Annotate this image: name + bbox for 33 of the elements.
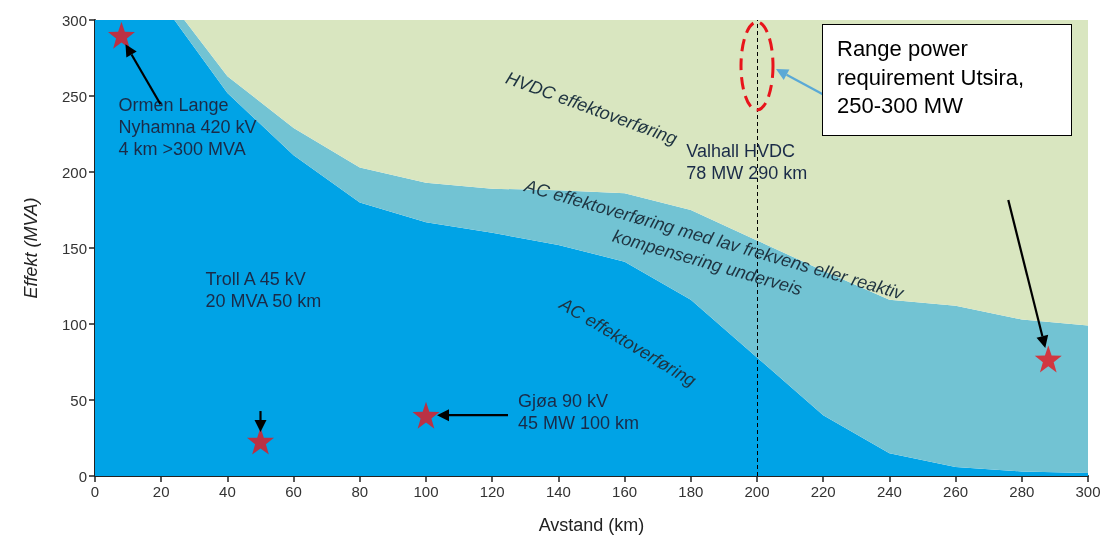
y-axis-title: Effekt (MVA) [21,197,41,299]
point [1034,345,1062,373]
annotation: Troll A 45 kV 20 MVA 50 km [205,269,322,312]
x-tick-label: 140 [545,483,571,500]
y-tick-label: 100 [61,315,87,333]
point [107,21,135,49]
point [412,401,440,429]
x-tick-label: 260 [943,483,969,500]
x-tick-label: 0 [90,483,100,500]
x-tick-label: 120 [479,483,505,500]
x-tick-label: 40 [219,483,236,500]
annotation: Gjøa 90 kV 45 MW 100 km [518,391,640,434]
x-tick-label: 160 [612,483,638,500]
x-tick-label: 200 [744,483,770,500]
annotation: Range power requirement Utsira, 250-300 MW [822,24,1072,136]
x-tick-label: 20 [152,483,170,500]
y-tick-label: 50 [70,391,87,409]
y-tick-label: 150 [61,239,87,257]
x-tick-label: 100 [413,483,439,500]
x-tick-label: 60 [285,483,302,500]
x-tick-label: 300 [1075,483,1101,500]
annotation: Ormen Lange Nyhamna 420 kV 4 km >300 MVA [118,95,257,160]
x-tick-label: 180 [678,483,704,500]
annotation: Valhall HVDC 78 MW 290 km [686,140,808,183]
y-tick-label: 200 [61,163,87,181]
x-tick-label: 220 [810,483,836,500]
x-axis-title: Avstand (km) [538,515,645,535]
y-tick-label: 250 [61,87,87,105]
y-tick-label: 0 [78,467,87,485]
x-tick-label: 240 [876,483,902,500]
y-tick-label: 300 [61,11,87,29]
x-tick-label: 80 [351,483,369,500]
x-tick-label: 280 [1009,483,1035,500]
